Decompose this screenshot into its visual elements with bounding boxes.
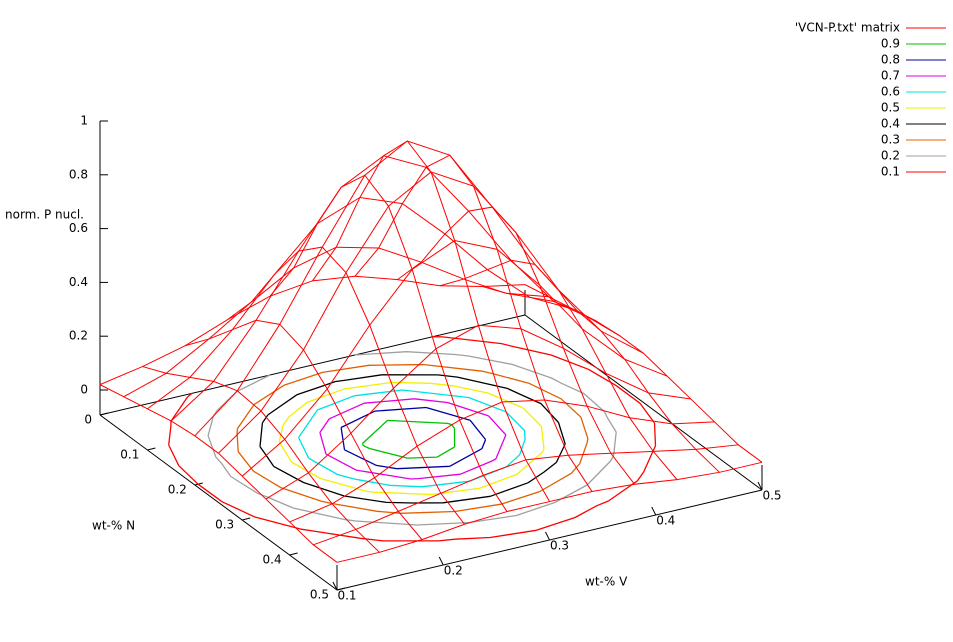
x-tick (438, 556, 444, 566)
y-tick-label: 0.5 (310, 588, 329, 602)
z-tick-label: 0.8 (69, 167, 88, 181)
mesh-line (354, 154, 593, 492)
x-tick-label: 0.1 (337, 589, 356, 603)
x-tick (545, 531, 550, 541)
z-axis-label: norm. P nucl. (5, 208, 84, 222)
mesh-line (184, 319, 423, 540)
y-tick-label: 0.2 (168, 483, 187, 497)
mesh-line (99, 384, 338, 563)
contour-line (319, 398, 507, 480)
x-axis-label: wt-% V (585, 575, 628, 589)
z-tick-label: 1 (80, 114, 88, 128)
contour-line (259, 374, 566, 504)
mesh-line (524, 284, 763, 463)
legend-label: 0.2 (881, 149, 900, 163)
mesh-line (397, 206, 635, 485)
x-tick (757, 481, 763, 491)
z-tick-label: 0.4 (69, 275, 88, 289)
contour-line (340, 406, 487, 470)
legend-label: 0.4 (881, 117, 900, 131)
mesh-line (123, 246, 549, 398)
legend-label: 0.6 (881, 85, 900, 99)
legend-label: 0.1 (881, 165, 900, 179)
y-axis-label: wt-% N (92, 519, 135, 533)
legend-label: 0.9 (881, 37, 900, 51)
legend-label: 0.3 (881, 133, 900, 147)
contour-line (168, 336, 657, 542)
base-edge (99, 414, 338, 591)
legend-label: 0.5 (881, 101, 900, 115)
contour-line (207, 351, 617, 526)
mesh-line (269, 174, 508, 512)
x-tick-label: 0.3 (550, 539, 569, 553)
x-tick (332, 581, 338, 591)
mesh-line (142, 366, 380, 553)
x-tick-label: 0.2 (444, 564, 463, 578)
y-tick (289, 552, 298, 556)
y-tick (336, 587, 346, 591)
y-tick-label: 0.4 (263, 553, 282, 567)
contour-line (278, 381, 545, 496)
x-tick-label: 0.4 (656, 514, 675, 528)
z-tick-label: 0.2 (69, 329, 88, 343)
y-tick (99, 412, 109, 416)
legend-label: 'VCN-P.txt' matrix (795, 21, 900, 35)
y-tick-label: 0 (84, 413, 92, 427)
legend-label: 0.8 (881, 53, 900, 67)
y-tick (242, 517, 251, 521)
mesh-line (439, 259, 678, 480)
y-tick (147, 447, 156, 451)
legend-label: 0.7 (881, 69, 900, 83)
y-tick-label: 0.3 (215, 518, 234, 532)
z-tick-label: 0 (80, 383, 88, 397)
mesh-line (227, 246, 465, 525)
contour-line (298, 389, 526, 488)
x-tick-label: 0.5 (762, 489, 781, 503)
mesh-line (194, 140, 621, 437)
mesh-line (482, 286, 720, 473)
contour-line (236, 363, 589, 514)
mesh-line (312, 140, 550, 502)
y-tick-label: 0.1 (120, 448, 139, 462)
x-tick (651, 506, 657, 516)
base-edge (524, 314, 763, 491)
z-tick-label: 0.6 (69, 221, 88, 235)
